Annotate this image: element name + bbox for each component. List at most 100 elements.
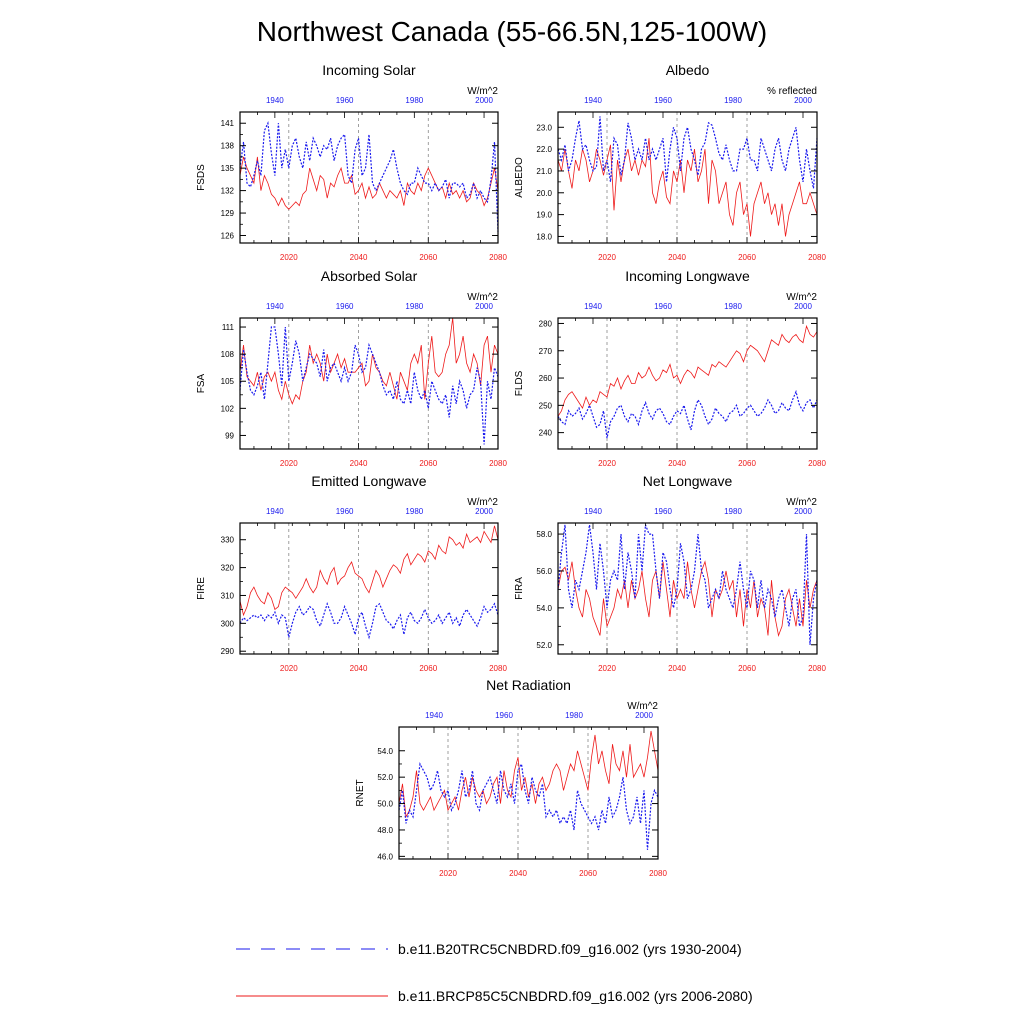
plot-frame bbox=[557, 317, 818, 450]
x-bottom-tick-label: 2060 bbox=[738, 459, 756, 468]
x-bottom-tick-label: 2040 bbox=[668, 253, 686, 262]
series-hist-line bbox=[557, 389, 818, 439]
x-bottom-tick-label: 2080 bbox=[808, 253, 826, 262]
panel-7: Net Radiation W/m^2 46.0 48.0 50.0 52.0 54.0 RN… bbox=[355, 677, 667, 878]
y-tick-label: 52.0 bbox=[377, 773, 393, 782]
x-bottom-tick-label: 2080 bbox=[808, 664, 826, 673]
panel-title: Net Radiation bbox=[486, 677, 571, 693]
x-bottom-tick-label: 2040 bbox=[668, 459, 686, 468]
y-tick-label: 141 bbox=[221, 119, 235, 128]
y-tick-label: 135 bbox=[221, 164, 235, 173]
y-tick-label: 20.0 bbox=[536, 189, 552, 198]
y-tick-label: 50.0 bbox=[377, 800, 393, 809]
x-top-tick-label: 1980 bbox=[405, 96, 423, 105]
y-tick-label: 58.0 bbox=[536, 530, 552, 539]
x-bottom-tick-label: 2020 bbox=[598, 459, 616, 468]
legend-label-future: b.e11.BRCP85C5CNBDRD.f09_g16.002 (yrs 20… bbox=[398, 988, 753, 1004]
series-hist-line bbox=[239, 121, 499, 232]
y-tick-label: 21.0 bbox=[536, 167, 552, 176]
series-future-line bbox=[557, 560, 818, 637]
x-bottom-tick-label: 2040 bbox=[509, 869, 527, 878]
x-top-tick-label: 1980 bbox=[405, 507, 423, 516]
x-top-tick-label: 2000 bbox=[794, 96, 812, 105]
x-bottom-tick-label: 2080 bbox=[489, 459, 507, 468]
x-top-tick-label: 1940 bbox=[266, 507, 284, 516]
y-tick-label: 240 bbox=[539, 429, 553, 438]
x-bottom-tick-label: 2080 bbox=[649, 869, 667, 878]
y-tick-label: 46.0 bbox=[377, 852, 393, 861]
series-future-line bbox=[239, 317, 499, 405]
y-tick-label: 138 bbox=[221, 142, 235, 151]
plot-frame bbox=[398, 726, 659, 860]
x-top-tick-label: 1960 bbox=[654, 96, 672, 105]
series-future-line bbox=[557, 138, 818, 237]
legend: b.e11.B20TRC5CNBDRD.f09_g16.002 (yrs 193… bbox=[236, 941, 753, 1004]
y-tick-label: 300 bbox=[221, 619, 235, 628]
series-hist-line bbox=[239, 326, 499, 445]
y-tick-label: 111 bbox=[222, 323, 235, 332]
y-tick-label: 250 bbox=[539, 401, 553, 410]
panel-title: Net Longwave bbox=[643, 473, 733, 489]
series-hist-line bbox=[557, 524, 818, 645]
plot-frame bbox=[557, 111, 818, 244]
x-bottom-tick-label: 2080 bbox=[808, 459, 826, 468]
y-tick-label: 126 bbox=[221, 232, 235, 241]
series-hist-line bbox=[239, 602, 499, 640]
x-bottom-tick-label: 2060 bbox=[419, 253, 437, 262]
y-tick-label: 310 bbox=[221, 591, 235, 600]
series-future-line bbox=[239, 525, 499, 617]
x-top-tick-label: 1940 bbox=[584, 302, 602, 311]
y-tick-label: 18.0 bbox=[536, 232, 552, 241]
x-bottom-tick-label: 2020 bbox=[280, 664, 298, 673]
y-tick-label: 99 bbox=[225, 431, 234, 440]
y-axis-label: ALBEDO bbox=[514, 157, 525, 198]
x-bottom-tick-label: 2060 bbox=[419, 664, 437, 673]
legend-label-hist: b.e11.B20TRC5CNBDRD.f09_g16.002 (yrs 193… bbox=[398, 941, 742, 957]
figure-title: Northwest Canada (55-66.5N,125-100W) bbox=[257, 16, 767, 47]
x-bottom-tick-label: 2020 bbox=[598, 253, 616, 262]
plot-frame bbox=[239, 111, 499, 244]
y-tick-label: 19.0 bbox=[536, 211, 552, 220]
x-bottom-tick-label: 2060 bbox=[738, 253, 756, 262]
x-bottom-tick-label: 2020 bbox=[280, 459, 298, 468]
panel-title: Albedo bbox=[666, 62, 710, 78]
x-top-tick-label: 1960 bbox=[336, 507, 354, 516]
x-top-tick-label: 2000 bbox=[475, 96, 493, 105]
y-tick-label: 56.0 bbox=[536, 567, 552, 576]
plot-frame bbox=[239, 317, 499, 450]
y-tick-label: 132 bbox=[221, 187, 235, 196]
panel-title: Incoming Longwave bbox=[625, 268, 750, 284]
x-top-tick-label: 1940 bbox=[266, 96, 284, 105]
x-bottom-tick-label: 2040 bbox=[350, 664, 368, 673]
panel-title: Incoming Solar bbox=[322, 62, 416, 78]
x-top-tick-label: 2000 bbox=[794, 507, 812, 516]
x-top-tick-label: 1980 bbox=[405, 302, 423, 311]
y-tick-label: 105 bbox=[221, 377, 235, 386]
y-tick-label: 270 bbox=[539, 347, 553, 356]
plot-frame bbox=[239, 522, 499, 655]
x-bottom-tick-label: 2020 bbox=[439, 869, 457, 878]
y-axis-label: FIRA bbox=[514, 577, 525, 600]
y-tick-label: 290 bbox=[221, 647, 235, 656]
panel-2: Albedo % reflected 18.0 19.0 20.0 21.0 22.0 23.… bbox=[514, 62, 826, 262]
x-top-tick-label: 1940 bbox=[584, 507, 602, 516]
x-top-tick-label: 1960 bbox=[336, 96, 354, 105]
x-top-tick-label: 1980 bbox=[724, 302, 742, 311]
y-axis-label: FIRE bbox=[196, 577, 207, 600]
x-top-tick-label: 2000 bbox=[635, 711, 653, 720]
x-top-tick-label: 1960 bbox=[336, 302, 354, 311]
x-top-tick-label: 1940 bbox=[266, 302, 284, 311]
x-bottom-tick-label: 2080 bbox=[489, 664, 507, 673]
y-tick-label: 23.0 bbox=[536, 123, 552, 132]
y-tick-label: 22.0 bbox=[536, 145, 552, 154]
x-top-tick-label: 1960 bbox=[654, 302, 672, 311]
y-tick-label: 320 bbox=[221, 564, 235, 573]
x-top-tick-label: 1980 bbox=[724, 507, 742, 516]
series-future-line bbox=[398, 730, 659, 819]
panel-title: Emitted Longwave bbox=[311, 473, 426, 489]
panel-title: Absorbed Solar bbox=[321, 268, 418, 284]
x-bottom-tick-label: 2040 bbox=[350, 253, 368, 262]
x-bottom-tick-label: 2080 bbox=[489, 253, 507, 262]
